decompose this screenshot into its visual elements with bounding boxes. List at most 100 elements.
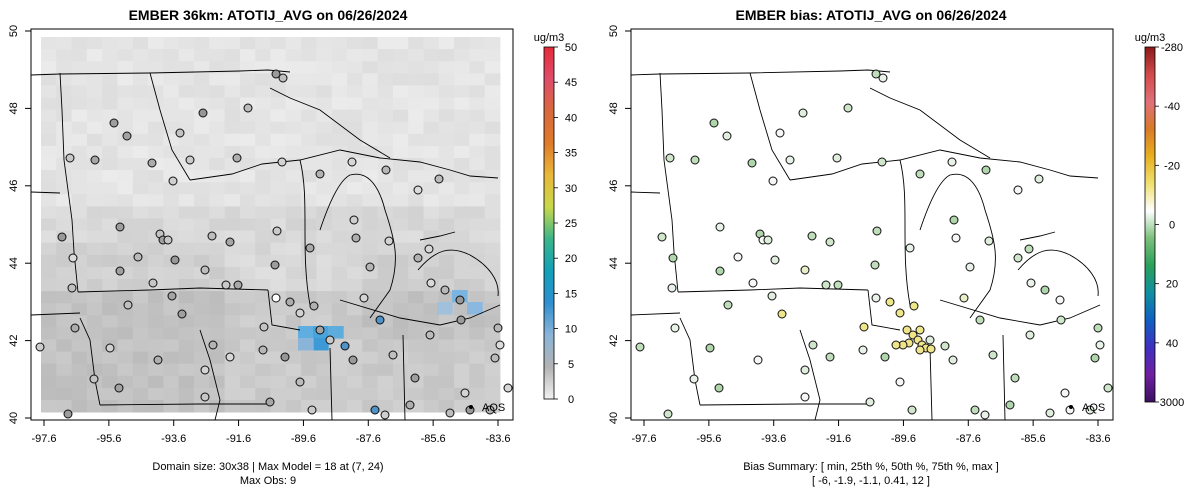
model-grid-cell xyxy=(316,218,333,231)
site-marker xyxy=(200,392,210,402)
model-grid-cell xyxy=(438,37,455,50)
model-grid-cell xyxy=(377,266,394,280)
model-grid-cell xyxy=(194,121,210,135)
model-grid-cell xyxy=(224,327,241,340)
site-marker xyxy=(763,235,773,245)
model-grid-cell xyxy=(163,61,180,74)
site-marker xyxy=(285,297,295,307)
model-grid-cell xyxy=(469,109,486,123)
model-grid-cell xyxy=(56,170,72,183)
model-grid-cell xyxy=(163,242,180,256)
model-grid-cell xyxy=(301,133,317,147)
model-grid-cell xyxy=(408,97,424,110)
model-grid-cell xyxy=(438,206,455,219)
model-grid-cell xyxy=(362,158,378,171)
model-grid-cell xyxy=(132,303,149,316)
model-grid-cell xyxy=(377,61,394,74)
model-grid-cell xyxy=(224,97,241,110)
model-grid-cell xyxy=(392,363,409,377)
model-grid-cell xyxy=(484,133,501,147)
right-footer-line-2: [ -6, -1.9, -1.1, 0.41, 12 ] xyxy=(812,475,930,487)
site-marker xyxy=(351,233,361,243)
model-grid-cell xyxy=(377,279,394,292)
right-map-title: EMBER bias: ATOTIJ_AVG on 06/26/2024 xyxy=(735,7,1006,23)
model-grid-cell xyxy=(347,206,363,219)
left-site-markers xyxy=(35,69,513,420)
model-grid-cell xyxy=(41,400,57,413)
site-marker-high-bias xyxy=(926,344,936,354)
model-grid-cell xyxy=(148,37,164,50)
model-grid-cell xyxy=(132,315,149,328)
model-grid-cell xyxy=(148,218,164,231)
model-grid-cell xyxy=(347,145,363,159)
site-marker xyxy=(221,280,231,290)
model-grid-cell xyxy=(331,133,348,147)
left-ags-legend-dot xyxy=(469,405,473,409)
model-grid-cell xyxy=(132,61,149,74)
model-grid-cell xyxy=(163,400,180,413)
model-grid-cell xyxy=(132,37,149,50)
site-marker xyxy=(309,301,319,311)
site-marker xyxy=(843,103,853,113)
model-grid-cell xyxy=(255,279,271,292)
model-grid-cell xyxy=(71,121,88,135)
model-grid-cell xyxy=(377,242,394,256)
model-grid-cell xyxy=(102,73,118,86)
model-grid-cell xyxy=(102,194,118,207)
model-grid-cell xyxy=(408,266,424,280)
site-marker xyxy=(200,265,210,275)
model-grid-cell xyxy=(408,387,424,401)
model-grid-cell xyxy=(148,61,164,74)
model-grid-cell xyxy=(239,339,256,352)
model-grid-cell xyxy=(148,315,164,328)
site-marker xyxy=(949,215,959,225)
model-grid-cell xyxy=(71,218,88,231)
model-grid-cell xyxy=(423,387,440,401)
model-grid-cell xyxy=(454,375,470,389)
model-grid-cell xyxy=(71,242,88,256)
model-grid-cell xyxy=(362,109,378,123)
model-grid-cell xyxy=(163,363,180,377)
model-grid-cell xyxy=(86,400,103,413)
model-grid-cell xyxy=(438,291,455,304)
site-marker xyxy=(122,131,132,141)
model-grid-cell xyxy=(41,206,57,219)
model-grid-cell xyxy=(484,37,501,50)
model-grid-cell xyxy=(377,73,394,86)
site-marker xyxy=(951,233,961,243)
model-grid-cell xyxy=(178,266,195,280)
site-marker xyxy=(295,308,305,318)
border-line xyxy=(869,87,991,159)
model-grid-cell xyxy=(71,375,88,389)
model-grid-cell xyxy=(102,375,118,389)
model-grid-cell xyxy=(56,400,72,413)
model-grid-cell xyxy=(347,182,363,195)
colorbar-tick-label: 0 xyxy=(1169,220,1175,232)
model-grid-cell xyxy=(347,266,363,280)
model-grid-cell xyxy=(163,109,180,123)
model-grid-cell xyxy=(362,351,378,365)
site-marker xyxy=(1085,405,1095,415)
x-tick-label: -87.6 xyxy=(356,433,381,445)
model-grid-cell xyxy=(194,158,210,171)
model-grid-cell xyxy=(56,315,72,328)
model-grid-cell xyxy=(347,37,363,50)
model-grid-cell xyxy=(331,400,348,413)
model-grid-cell xyxy=(86,194,103,207)
model-grid-cell xyxy=(484,85,501,98)
model-grid-cell xyxy=(362,37,378,50)
model-grid-cell xyxy=(132,182,149,195)
site-marker xyxy=(970,405,980,415)
site-marker xyxy=(1095,340,1105,350)
model-grid-cell xyxy=(484,230,501,244)
model-grid-cell xyxy=(301,73,317,86)
model-grid-cell xyxy=(209,49,225,62)
model-grid-cell xyxy=(301,230,317,244)
model-grid-cell xyxy=(86,145,103,159)
model-grid-cell xyxy=(347,97,363,110)
model-grid-cell xyxy=(194,291,210,304)
model-grid-cell xyxy=(178,254,195,268)
site-marker-high-bias xyxy=(891,340,901,350)
model-grid-cell xyxy=(377,109,394,123)
colorbar-tick-label: -280 xyxy=(1161,42,1183,54)
